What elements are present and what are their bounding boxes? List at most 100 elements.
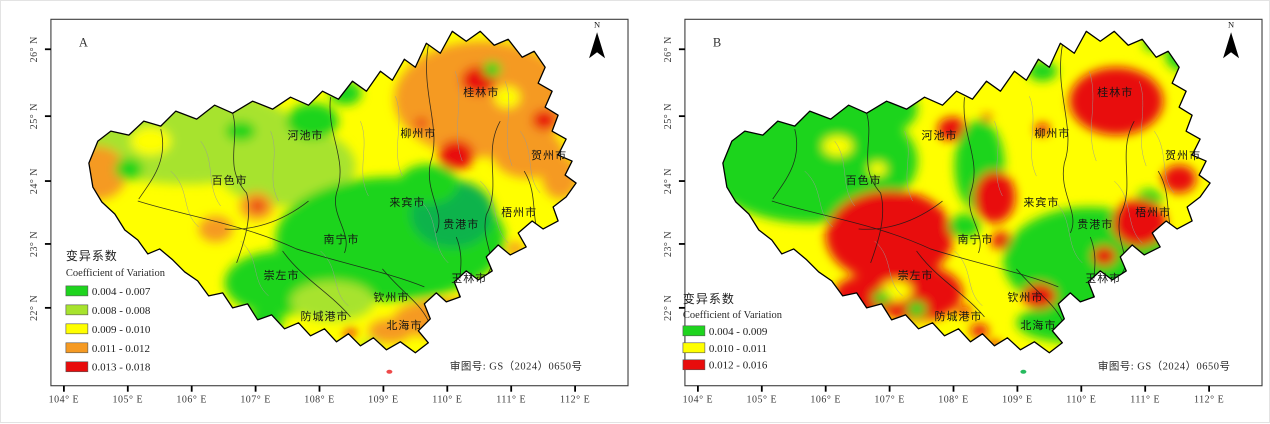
north-arrow-label: N — [1228, 19, 1234, 29]
density-blob — [494, 86, 521, 109]
legend-swatch — [65, 323, 89, 335]
city-label: 钦州市 — [1007, 290, 1043, 304]
density-blob — [532, 110, 557, 131]
city-labels: 河池市 柳州市 桂林市 贺州市 百色市 来宾市 梧州市 南宁市 贵港市 崇左市 … — [212, 85, 566, 332]
north-arrow-icon: N — [589, 19, 606, 59]
city-label: 崇左市 — [898, 268, 934, 282]
x-tick-label: 107° E — [240, 395, 271, 406]
map-panel-b: 河池市 柳州市 桂林市 贺州市 百色市 来宾市 梧州市 南宁市 贵港市 崇左市 … — [663, 18, 1263, 406]
city-label: 河池市 — [288, 128, 324, 142]
density-blob — [981, 114, 992, 123]
city-label: 玉林市 — [1085, 271, 1121, 285]
city-label: 梧州市 — [501, 205, 537, 219]
density-blob — [948, 213, 981, 238]
city-label: 柳州市 — [1034, 126, 1070, 140]
x-tick-label: 111° E — [1130, 395, 1160, 406]
density-blob — [225, 121, 256, 142]
x-axis-ticks: 104° E 105° E 106° E 107° E 108° E 109° … — [683, 385, 1224, 406]
density-blob — [483, 61, 502, 78]
city-label: 来宾市 — [1023, 195, 1059, 209]
legend-class-label: 0.009 - 0.010 — [92, 324, 151, 336]
panel-label: B — [713, 35, 721, 49]
density-blob — [1022, 282, 1057, 309]
y-tick-label: 24° N — [663, 168, 674, 194]
y-tick-label: 22° N — [29, 295, 40, 321]
north-arrow-icon: N — [1223, 19, 1240, 59]
city-label: 北海市 — [386, 318, 422, 332]
island-dot — [1020, 369, 1027, 374]
legend-swatch — [682, 325, 706, 337]
density-blob — [872, 290, 891, 305]
province-outline — [88, 30, 577, 354]
x-tick-label: 104° E — [49, 395, 80, 406]
legend-swatch — [65, 361, 89, 373]
density-blob — [906, 300, 927, 317]
x-tick-label: 109° E — [368, 395, 399, 406]
density-blob — [394, 41, 571, 158]
city-label: 桂林市 — [463, 85, 499, 99]
city-label: 来宾市 — [389, 195, 425, 209]
density-blob — [1092, 245, 1117, 266]
county-boundaries — [804, 71, 1175, 307]
legend-title-zh: 变异系数 — [66, 248, 118, 263]
county-boundaries — [170, 71, 541, 307]
legend-class-label: 0.010 - 0.011 — [709, 343, 767, 355]
density-blob — [88, 146, 127, 201]
density-blob — [937, 117, 968, 142]
map-panel-a: 河池市 柳州市 桂林市 贺州市 百色市 来宾市 梧州市 南宁市 贵港市 崇左市 … — [29, 18, 629, 406]
density-blob — [114, 158, 143, 181]
x-tick-label: 105° E — [747, 395, 778, 406]
legend: 变异系数 Coefficient of Variation 0.004 - 0.… — [65, 248, 166, 374]
density-blob — [290, 280, 375, 321]
x-axis-ticks: 104° E 105° E 106° E 107° E 108° E 109° … — [49, 385, 590, 406]
density-blob — [973, 171, 1016, 223]
city-label: 南宁市 — [958, 232, 994, 246]
density-blob — [250, 200, 265, 213]
city-label: 贺州市 — [1165, 148, 1201, 162]
density-blob — [215, 126, 356, 207]
province-outline — [722, 30, 1211, 354]
legend-swatch — [65, 304, 89, 316]
density-blob — [368, 318, 413, 343]
y-tick-label: 23° N — [663, 231, 674, 257]
approval-note: 审图号: GS（2024）0650号 — [450, 360, 583, 373]
x-tick-label: 112° E — [1194, 395, 1224, 406]
x-tick-label: 107° E — [874, 395, 905, 406]
prefecture-boundaries — [771, 45, 1179, 322]
legend-class-label: 0.011 - 0.012 — [92, 343, 150, 355]
x-tick-label: 106° E — [176, 395, 207, 406]
city-label: 南宁市 — [324, 232, 360, 246]
x-tick-label: 108° E — [938, 395, 969, 406]
density-surface — [88, 31, 577, 353]
city-label: 百色市 — [846, 173, 882, 187]
legend-class-label: 0.012 - 0.016 — [709, 360, 768, 372]
density-blob — [868, 162, 887, 177]
city-label: 百色市 — [212, 173, 248, 187]
x-tick-label: 112° E — [560, 395, 590, 406]
x-tick-label: 105° E — [113, 395, 144, 406]
density-blob — [1162, 165, 1197, 194]
density-blob — [1069, 67, 1164, 136]
approval-note: 审图号: GS（2024）0650号 — [1098, 360, 1231, 373]
city-label: 北海市 — [1020, 318, 1056, 332]
legend: 变异系数 Coefficient of Variation 0.004 - 0.… — [682, 291, 783, 372]
density-blob — [825, 190, 954, 282]
legend-title-en: Coefficient of Variation — [683, 310, 783, 321]
city-label: 钦州市 — [373, 290, 409, 304]
north-arrow-label: N — [594, 19, 600, 29]
legend-class-label: 0.008 - 0.008 — [92, 305, 151, 317]
legend-class-label: 0.004 - 0.009 — [709, 326, 768, 338]
city-label: 贵港市 — [443, 217, 479, 231]
density-blob — [438, 140, 475, 171]
legend-swatch — [65, 342, 89, 354]
x-tick-label: 110° E — [432, 395, 462, 406]
x-tick-label: 110° E — [1066, 395, 1096, 406]
city-label: 桂林市 — [1097, 85, 1133, 99]
y-tick-label: 22° N — [663, 295, 674, 321]
y-axis-ticks: 26° N 25° N 24° N 23° N 22° N — [29, 36, 51, 321]
city-label: 防城港市 — [301, 309, 349, 323]
x-tick-label: 104° E — [683, 395, 714, 406]
legend-title-zh: 变异系数 — [683, 291, 735, 306]
density-blob — [870, 264, 963, 321]
y-tick-label: 25° N — [663, 103, 674, 129]
